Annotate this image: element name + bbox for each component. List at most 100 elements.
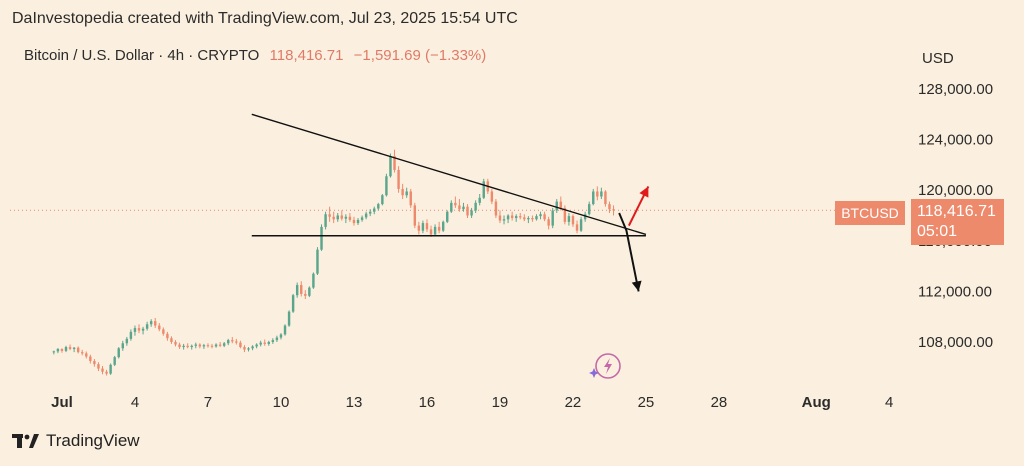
time-tick-label: 28 xyxy=(711,394,728,411)
time-axis[interactable]: Jul 4 7 10 13 16 19 22 25 28 Aug 4 xyxy=(51,394,893,411)
time-tick-label: Jul xyxy=(51,394,73,411)
candle-body xyxy=(81,352,84,354)
candle-body xyxy=(145,324,149,329)
candle-body xyxy=(446,211,449,222)
candle-body xyxy=(401,188,404,196)
candle-body xyxy=(275,337,279,341)
price-tick-label: 108,000.00 xyxy=(918,334,993,351)
candle-body xyxy=(316,249,319,274)
candle-body xyxy=(174,342,177,345)
candle-body xyxy=(340,215,344,219)
candle-body xyxy=(360,217,364,220)
candle-body xyxy=(519,216,522,218)
candle-body xyxy=(178,344,181,348)
candle-body xyxy=(113,357,116,365)
candle-body xyxy=(433,226,437,235)
candle-body xyxy=(498,215,502,221)
time-tick-label: 22 xyxy=(565,394,582,411)
candle-body xyxy=(121,343,125,349)
candle-body xyxy=(587,204,591,215)
candle-body xyxy=(227,340,230,344)
candle-body xyxy=(612,209,615,211)
candle-body xyxy=(437,226,441,231)
candle-body xyxy=(166,333,169,339)
candle-body xyxy=(364,213,368,218)
candle-body xyxy=(76,347,80,353)
resistance-trendline xyxy=(251,113,647,236)
currency-label[interactable]: USD xyxy=(922,50,954,67)
candle-body xyxy=(182,345,185,348)
candle-body xyxy=(373,208,376,212)
bearish-arrow xyxy=(618,212,640,292)
price-axis[interactable]: 108,000.00112,000.00116,000.00120,000.00… xyxy=(918,81,993,351)
candle-body xyxy=(405,191,408,196)
lightning-bolt-icon[interactable] xyxy=(588,351,624,383)
tradingview-branding[interactable]: TradingView xyxy=(12,431,140,451)
candle-body xyxy=(555,201,558,211)
candle-body xyxy=(397,169,400,189)
candle-body xyxy=(263,342,266,344)
last-price-tag: 118,416.71 05:01 xyxy=(911,199,1004,245)
candle-body xyxy=(454,202,457,206)
candle-body xyxy=(267,342,271,344)
candle-body xyxy=(458,205,461,210)
candle-body xyxy=(413,205,417,226)
candle-body xyxy=(154,321,157,326)
candle-body xyxy=(235,341,238,343)
candle-body xyxy=(575,224,579,231)
candle-body xyxy=(539,214,542,217)
candle-body xyxy=(243,347,246,350)
candle-body xyxy=(506,215,510,220)
price-tick-label: 112,000.00 xyxy=(918,283,992,300)
candle-body xyxy=(604,191,607,205)
candle-body xyxy=(592,191,595,205)
candle-body xyxy=(149,321,153,325)
candle-body xyxy=(425,223,429,230)
candle-body xyxy=(352,219,356,224)
candle-body xyxy=(186,345,189,348)
candle-body xyxy=(600,191,603,197)
last-price-tag-value: 118,416.71 xyxy=(917,203,996,220)
candle-body xyxy=(170,338,173,342)
candle-body xyxy=(308,287,311,296)
bar-countdown: 05:01 xyxy=(917,223,958,240)
candle-body xyxy=(547,219,550,226)
projection-arrows xyxy=(618,185,650,292)
candle-body xyxy=(579,219,583,231)
candle-body xyxy=(202,345,206,347)
candle-body xyxy=(72,347,76,349)
candle-body xyxy=(510,215,514,219)
candle-body xyxy=(295,285,299,296)
candle-body xyxy=(389,156,392,177)
candle-body xyxy=(158,325,161,330)
candle-body xyxy=(222,343,226,346)
candle-body xyxy=(482,181,485,198)
candle-body xyxy=(218,344,222,346)
candle-body xyxy=(462,206,465,210)
candle-body xyxy=(490,191,494,202)
candle-body xyxy=(596,191,599,197)
candle-body xyxy=(543,214,546,220)
candle-body xyxy=(328,214,331,217)
candle-body xyxy=(133,328,137,332)
candle-body xyxy=(393,156,396,170)
candle-body xyxy=(137,328,141,331)
symbol-name[interactable]: Bitcoin / U.S. Dollar · 4h · CRYPTO xyxy=(24,47,260,64)
candle-body xyxy=(409,191,412,206)
candle-body xyxy=(283,325,287,335)
candle-body xyxy=(56,348,60,352)
candle-body xyxy=(190,345,193,348)
candle-body xyxy=(531,218,534,220)
candle-body xyxy=(194,344,198,346)
time-tick-label: 25 xyxy=(638,394,655,411)
candle-body xyxy=(109,364,112,374)
time-tick-label: 10 xyxy=(273,394,290,411)
candle-body xyxy=(559,201,563,208)
candle-body xyxy=(271,340,275,342)
symbol-last-price: 118,416.71 xyxy=(269,47,344,64)
candle-body xyxy=(101,368,104,372)
price-tick-label: 120,000.00 xyxy=(918,182,993,199)
candle-body xyxy=(608,204,611,210)
candle-body xyxy=(231,340,234,342)
